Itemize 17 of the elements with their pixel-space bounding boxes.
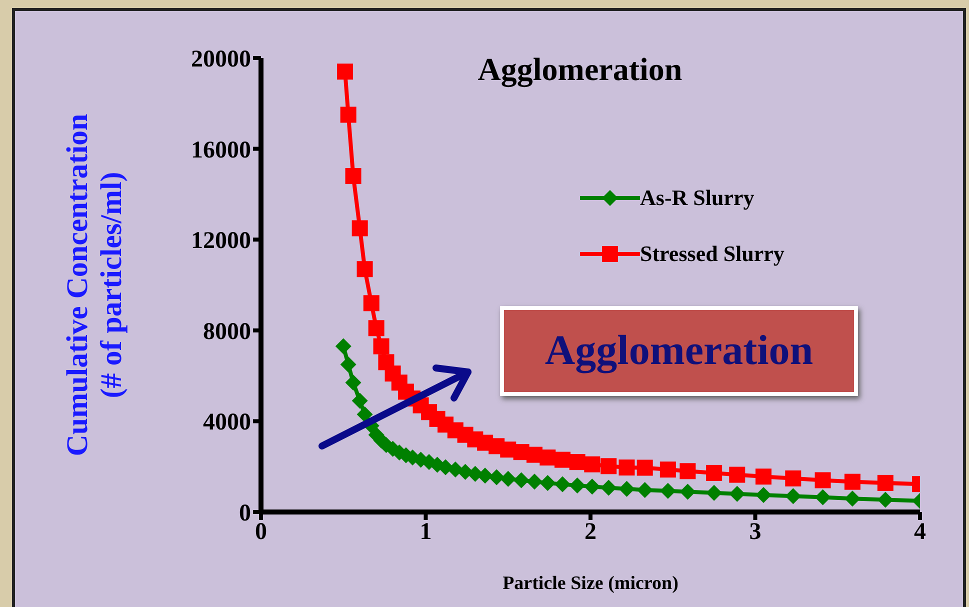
x-tick-label: 2 <box>584 519 596 546</box>
x-tick-label: 1 <box>420 519 432 546</box>
y-tick-label: 16000 <box>191 137 251 164</box>
y-tick-label: 8000 <box>203 318 251 345</box>
x-tick-label: 3 <box>749 519 762 546</box>
x-axis-title: Particle Size (micron) <box>502 573 678 594</box>
x-tick-label: 4 <box>914 519 926 546</box>
y-tick-label: 0 <box>239 500 251 527</box>
y-tick-label: 4000 <box>203 410 251 436</box>
chart-title: Agglomeration <box>478 51 682 88</box>
annotation: Agglomeration <box>500 306 858 396</box>
y-tick-label: 12000 <box>191 228 251 254</box>
y-axis-title: Cumulative Concentration (# of particles/ml) <box>61 113 128 456</box>
y-tick-label: 20000 <box>191 46 251 73</box>
legend-label: As-R Slurry <box>640 185 754 211</box>
x-tick-label: 0 <box>255 519 267 546</box>
legend-label: Stressed Slurry <box>640 241 784 267</box>
